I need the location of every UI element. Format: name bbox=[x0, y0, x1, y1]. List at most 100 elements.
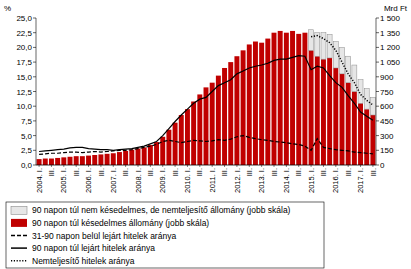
y-tick bbox=[33, 135, 36, 136]
x-tick bbox=[162, 165, 163, 167]
bar bbox=[43, 159, 48, 165]
bar bbox=[86, 156, 91, 165]
y2-tick bbox=[376, 106, 379, 107]
y-tick bbox=[33, 76, 36, 77]
x-tick-label: 2013. I. bbox=[257, 168, 266, 193]
plot-area bbox=[37, 30, 376, 165]
x-tick-label: III. bbox=[97, 168, 106, 176]
bar bbox=[166, 130, 171, 165]
x-tick-label: 2011. I. bbox=[208, 168, 217, 192]
y-tick-label: 7,5 bbox=[21, 117, 33, 126]
bar bbox=[129, 150, 134, 165]
x-tick-label: 2010. I. bbox=[183, 168, 192, 193]
bar bbox=[204, 87, 209, 165]
legend-label: 90 napon túl késedelmes állomány (jobb s… bbox=[32, 218, 209, 228]
bar bbox=[321, 33, 326, 59]
x-tick bbox=[199, 165, 200, 167]
bar bbox=[117, 152, 122, 165]
bar bbox=[241, 50, 246, 165]
bar bbox=[247, 44, 252, 165]
x-tick bbox=[311, 165, 312, 167]
y2-tick-label: 300 bbox=[380, 132, 394, 141]
legend-label: 31-90 napon belül lejárt hitelek aránya bbox=[32, 231, 176, 241]
y2-tick-label: 0 bbox=[380, 161, 385, 170]
x-tick-label: 2007. I. bbox=[109, 168, 118, 193]
x-tick bbox=[76, 165, 77, 167]
y2-tick bbox=[376, 47, 379, 48]
x-tick bbox=[236, 165, 237, 167]
bar bbox=[210, 83, 215, 165]
line bbox=[39, 136, 373, 155]
x-tick bbox=[323, 165, 324, 167]
y-tick-label: 15,0 bbox=[16, 73, 32, 82]
x-tick bbox=[125, 165, 126, 167]
y2-tick-label: 900 bbox=[380, 73, 394, 82]
y2-tick-label: 600 bbox=[380, 102, 394, 111]
bar bbox=[309, 50, 314, 165]
legend-label: 90 napon túl lejárt hitelek aránya bbox=[32, 243, 155, 253]
x-tick bbox=[335, 165, 336, 167]
bar bbox=[321, 59, 326, 165]
x-tick bbox=[298, 165, 299, 167]
y-tick-label: 17,5 bbox=[16, 58, 32, 67]
x-tick-label: 2008. I. bbox=[134, 168, 143, 193]
y-tick-label: 2,5 bbox=[21, 146, 33, 155]
x-tick-label: III. bbox=[245, 168, 254, 176]
bar bbox=[278, 31, 283, 165]
x-tick-label: III. bbox=[72, 168, 81, 176]
y-tick-label: 5,0 bbox=[21, 132, 33, 141]
y-tick-label: 22,5 bbox=[16, 29, 32, 38]
x-tick-label: III. bbox=[344, 168, 353, 176]
x-tick-label: III. bbox=[146, 168, 155, 176]
bar bbox=[80, 156, 85, 165]
bar bbox=[61, 157, 66, 165]
bar bbox=[265, 39, 270, 165]
y-label: % bbox=[4, 4, 11, 13]
x-tick-label: III. bbox=[270, 168, 279, 176]
x-tick-label: 2004. I. bbox=[35, 168, 44, 193]
x-tick-label: 2015. I. bbox=[307, 168, 316, 193]
y-tick bbox=[33, 47, 36, 48]
x-tick bbox=[360, 165, 361, 167]
x-tick bbox=[286, 165, 287, 167]
bar bbox=[290, 31, 295, 165]
x-tick bbox=[372, 165, 373, 167]
bar bbox=[259, 43, 264, 165]
y2-tick bbox=[376, 91, 379, 92]
x-tick-label: 2016. I. bbox=[331, 168, 340, 193]
x-tick bbox=[63, 165, 64, 167]
bar bbox=[136, 149, 141, 165]
x-tick-label: III. bbox=[171, 168, 180, 176]
x-tick bbox=[348, 165, 349, 167]
y2-tick bbox=[376, 150, 379, 151]
bar bbox=[105, 154, 110, 165]
x-tick-label: III. bbox=[47, 168, 56, 176]
x-tick bbox=[51, 165, 52, 167]
y-tick bbox=[33, 62, 36, 63]
y-tick-label: 12,5 bbox=[16, 88, 32, 97]
y-tick bbox=[33, 150, 36, 151]
y2-tick bbox=[376, 135, 379, 136]
y2-tick-label: 1 500 bbox=[380, 14, 401, 23]
legend-symbol bbox=[11, 247, 27, 249]
y2-tick bbox=[376, 62, 379, 63]
x-tick bbox=[88, 165, 89, 167]
y2-label: Mrd Ft bbox=[384, 4, 408, 13]
bar bbox=[173, 123, 178, 165]
x-tick bbox=[261, 165, 262, 167]
x-tick bbox=[138, 165, 139, 167]
x-tick bbox=[249, 165, 250, 167]
y-tick bbox=[33, 91, 36, 92]
y-tick bbox=[33, 165, 36, 166]
y-tick-label: 10,0 bbox=[16, 102, 32, 111]
y2-tick bbox=[376, 120, 379, 121]
y2-tick bbox=[376, 32, 379, 33]
y-tick bbox=[33, 106, 36, 107]
bar bbox=[148, 145, 153, 165]
bar bbox=[333, 42, 338, 68]
bar bbox=[253, 42, 258, 165]
bar bbox=[49, 159, 54, 165]
bar bbox=[315, 56, 320, 165]
bar bbox=[37, 159, 42, 165]
x-tick-label: 2009. I. bbox=[158, 168, 167, 193]
